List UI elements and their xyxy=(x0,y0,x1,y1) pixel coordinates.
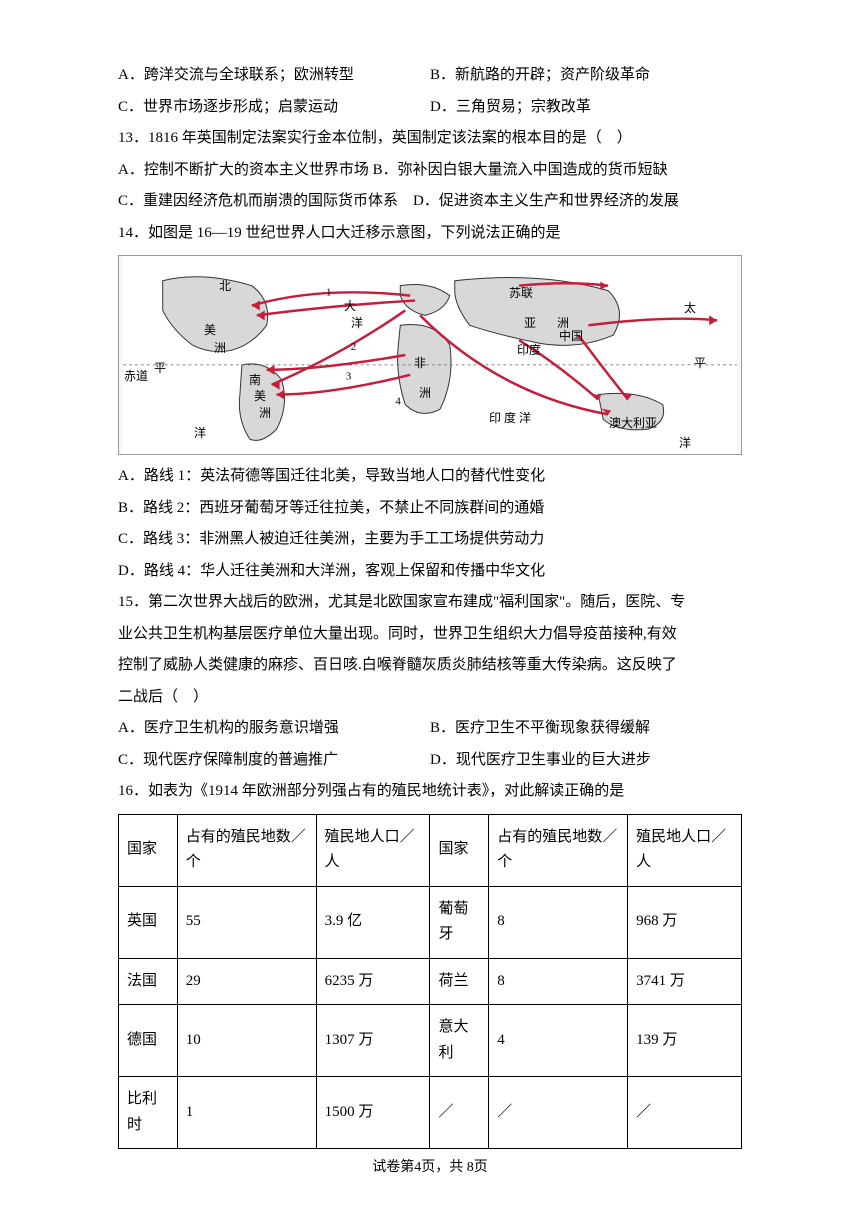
svg-text:4: 4 xyxy=(395,396,401,408)
map-label-africa2: 洲 xyxy=(419,381,431,406)
map-label-ocean-s: 洋 xyxy=(194,421,206,446)
map-label-equator: 赤道 xyxy=(124,364,148,389)
cell: 法国 xyxy=(119,958,178,1005)
map-label-pacific-e: 太 xyxy=(684,296,696,321)
cell: ／ xyxy=(430,1077,489,1149)
map-label-australia: 澳大利亚 xyxy=(609,411,657,436)
cell: 3741 万 xyxy=(628,958,742,1005)
cell: 1307 万 xyxy=(316,1005,430,1077)
cell: 葡萄牙 xyxy=(430,886,489,958)
cell: 29 xyxy=(177,958,316,1005)
map-label-pacific-w: 平 xyxy=(154,356,166,381)
cell: 1500 万 xyxy=(316,1077,430,1149)
map-label-china: 中国 xyxy=(559,324,583,349)
q15-line1: 15．第二次世界大战后的欧洲，尤其是北欧国家宣布建成"福利国家"。随后，医院、专 xyxy=(118,587,742,619)
q14-option-d: D．路线 4：华人迁往美洲和大洋洲，客观上保留和传播中华文化 xyxy=(118,556,742,588)
q15-option-a: A．医疗卫生机构的服务意识增强 xyxy=(118,713,430,745)
map-label-indian-ocean: 印 度 洋 xyxy=(489,406,531,431)
q14-stem: 14．如图是 16—19 世纪世界人口大迁移示意图，下列说法正确的是 xyxy=(118,218,742,250)
q15-line3: 控制了威胁人类健康的麻疹、百日咳.白喉脊髓灰质炎肺结核等重大传染病。这反映了 xyxy=(118,650,742,682)
cell: 荷兰 xyxy=(430,958,489,1005)
cell: 8 xyxy=(489,886,628,958)
q16-stem: 16．如表为《1914 年欧洲部分列强占有的殖民地统计表》，对此解读正确的是 xyxy=(118,776,742,808)
cell: 139 万 xyxy=(628,1005,742,1077)
q14-option-c: C．路线 3：非洲黑人被迫迁往美洲，主要为手工工场提供劳动力 xyxy=(118,524,742,556)
cell: 3.9 亿 xyxy=(316,886,430,958)
cell: ／ xyxy=(628,1077,742,1149)
table-row: 英国 55 3.9 亿 葡萄牙 8 968 万 xyxy=(119,886,742,958)
table-row: 法国 29 6235 万 荷兰 8 3741 万 xyxy=(119,958,742,1005)
map-label-pacific-e2: 平 xyxy=(694,351,706,376)
q12-option-b: B．新航路的开辟；资产阶级革命 xyxy=(430,60,742,92)
q15-line2: 业公共卫生机构基层医疗单位大量出现。同时，世界卫生组织大力倡导疫苗接种,有效 xyxy=(118,619,742,651)
q15-option-d: D．现代医疗卫生事业的巨大进步 xyxy=(430,745,742,777)
map-label-india: 印度 xyxy=(517,338,541,363)
header-pop2: 殖民地人口／人 xyxy=(628,814,742,886)
cell: 意大利 xyxy=(430,1005,489,1077)
map-label-sa-continent2: 洲 xyxy=(259,401,271,426)
header-country1: 国家 xyxy=(119,814,178,886)
cell: 英国 xyxy=(119,886,178,958)
q14-option-b: B．路线 2：西班牙葡萄牙等迁往拉美，不禁止不同族群间的通婚 xyxy=(118,493,742,525)
q15-options: A．医疗卫生机构的服务意识增强 B．医疗卫生不平衡现象获得缓解 C．现代医疗保障… xyxy=(118,713,742,776)
cell: 10 xyxy=(177,1005,316,1077)
cell: 比利时 xyxy=(119,1077,178,1149)
svg-text:3: 3 xyxy=(346,371,352,383)
q13-options-cd: C．重建因经济危机而崩溃的国际货币体系 D．促进资本主义生产和世界经济的发展 xyxy=(118,186,742,218)
q13-stem: 13．1816 年英国制定法案实行金本位制，英国制定该法案的根本目的是（ ） xyxy=(118,123,742,155)
cell: 6235 万 xyxy=(316,958,430,1005)
q15-line4: 二战后（ ） xyxy=(118,682,742,714)
q12-option-a: A．跨洋交流与全球联系；欧洲转型 xyxy=(118,60,430,92)
q15-option-c: C．现代医疗保障制度的普遍推广 xyxy=(118,745,430,777)
cell: 德国 xyxy=(119,1005,178,1077)
map-label-north: 北 xyxy=(219,274,231,299)
map-label-africa: 非 xyxy=(414,351,426,376)
header-colonies2: 占有的殖民地数／个 xyxy=(489,814,628,886)
svg-text:1: 1 xyxy=(326,287,331,299)
q14-option-a: A．路线 1：英法荷德等国迁往北美，导致当地人口的替代性变化 xyxy=(118,461,742,493)
q12-option-c: C．世界市场逐步形成；启蒙运动 xyxy=(118,92,430,124)
map-label-ocean-w: 洋 xyxy=(351,311,363,336)
world-migration-map: 1 2 3 4 北 大 美 洲 平 南 美 洲 洋 赤道 非 洲 洋 苏联 亚 … xyxy=(118,255,742,455)
table-header-row: 国家 占有的殖民地数／个 殖民地人口／人 国家 占有的殖民地数／个 殖民地人口／… xyxy=(119,814,742,886)
cell: 8 xyxy=(489,958,628,1005)
header-country2: 国家 xyxy=(430,814,489,886)
q13-options-ab: A．控制不断扩大的资本主义世界市场 B．弥补因白银大量流入中国造成的货币短缺 xyxy=(118,155,742,187)
q12-option-d: D．三角贸易；宗教改革 xyxy=(430,92,742,124)
map-label-continent: 洲 xyxy=(214,336,226,361)
cell: 4 xyxy=(489,1005,628,1077)
colonial-statistics-table: 国家 占有的殖民地数／个 殖民地人口／人 国家 占有的殖民地数／个 殖民地人口／… xyxy=(118,814,742,1150)
table-row: 比利时 1 1500 万 ／ ／ ／ xyxy=(119,1077,742,1149)
map-label-asia: 亚 xyxy=(524,311,536,336)
cell: ／ xyxy=(489,1077,628,1149)
cell: 1 xyxy=(177,1077,316,1149)
page-footer: 试卷第4页，共 8页 xyxy=(0,1153,860,1182)
q12-options: A．跨洋交流与全球联系；欧洲转型 B．新航路的开辟；资产阶级革命 C．世界市场逐… xyxy=(118,60,742,123)
q15-option-b: B．医疗卫生不平衡现象获得缓解 xyxy=(430,713,742,745)
table-row: 德国 10 1307 万 意大利 4 139 万 xyxy=(119,1005,742,1077)
svg-text:2: 2 xyxy=(351,341,356,353)
map-label-sulian: 苏联 xyxy=(509,281,533,306)
map-label-ocean-se: 洋 xyxy=(679,431,691,455)
header-colonies1: 占有的殖民地数／个 xyxy=(177,814,316,886)
cell: 55 xyxy=(177,886,316,958)
header-pop1: 殖民地人口／人 xyxy=(316,814,430,886)
cell: 968 万 xyxy=(628,886,742,958)
